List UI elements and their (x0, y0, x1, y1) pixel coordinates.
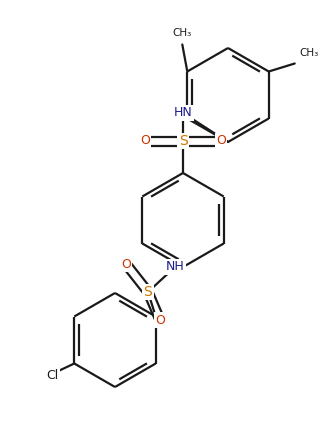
Text: HN: HN (174, 107, 193, 120)
Text: CH₃: CH₃ (300, 49, 319, 58)
Text: O: O (121, 258, 131, 270)
Text: O: O (155, 313, 165, 326)
Text: Cl: Cl (46, 369, 58, 382)
Text: O: O (140, 135, 150, 147)
Text: O: O (216, 135, 226, 147)
Text: S: S (179, 134, 187, 148)
Text: CH₃: CH₃ (173, 28, 192, 39)
Text: NH: NH (166, 261, 184, 273)
Text: S: S (144, 285, 153, 299)
